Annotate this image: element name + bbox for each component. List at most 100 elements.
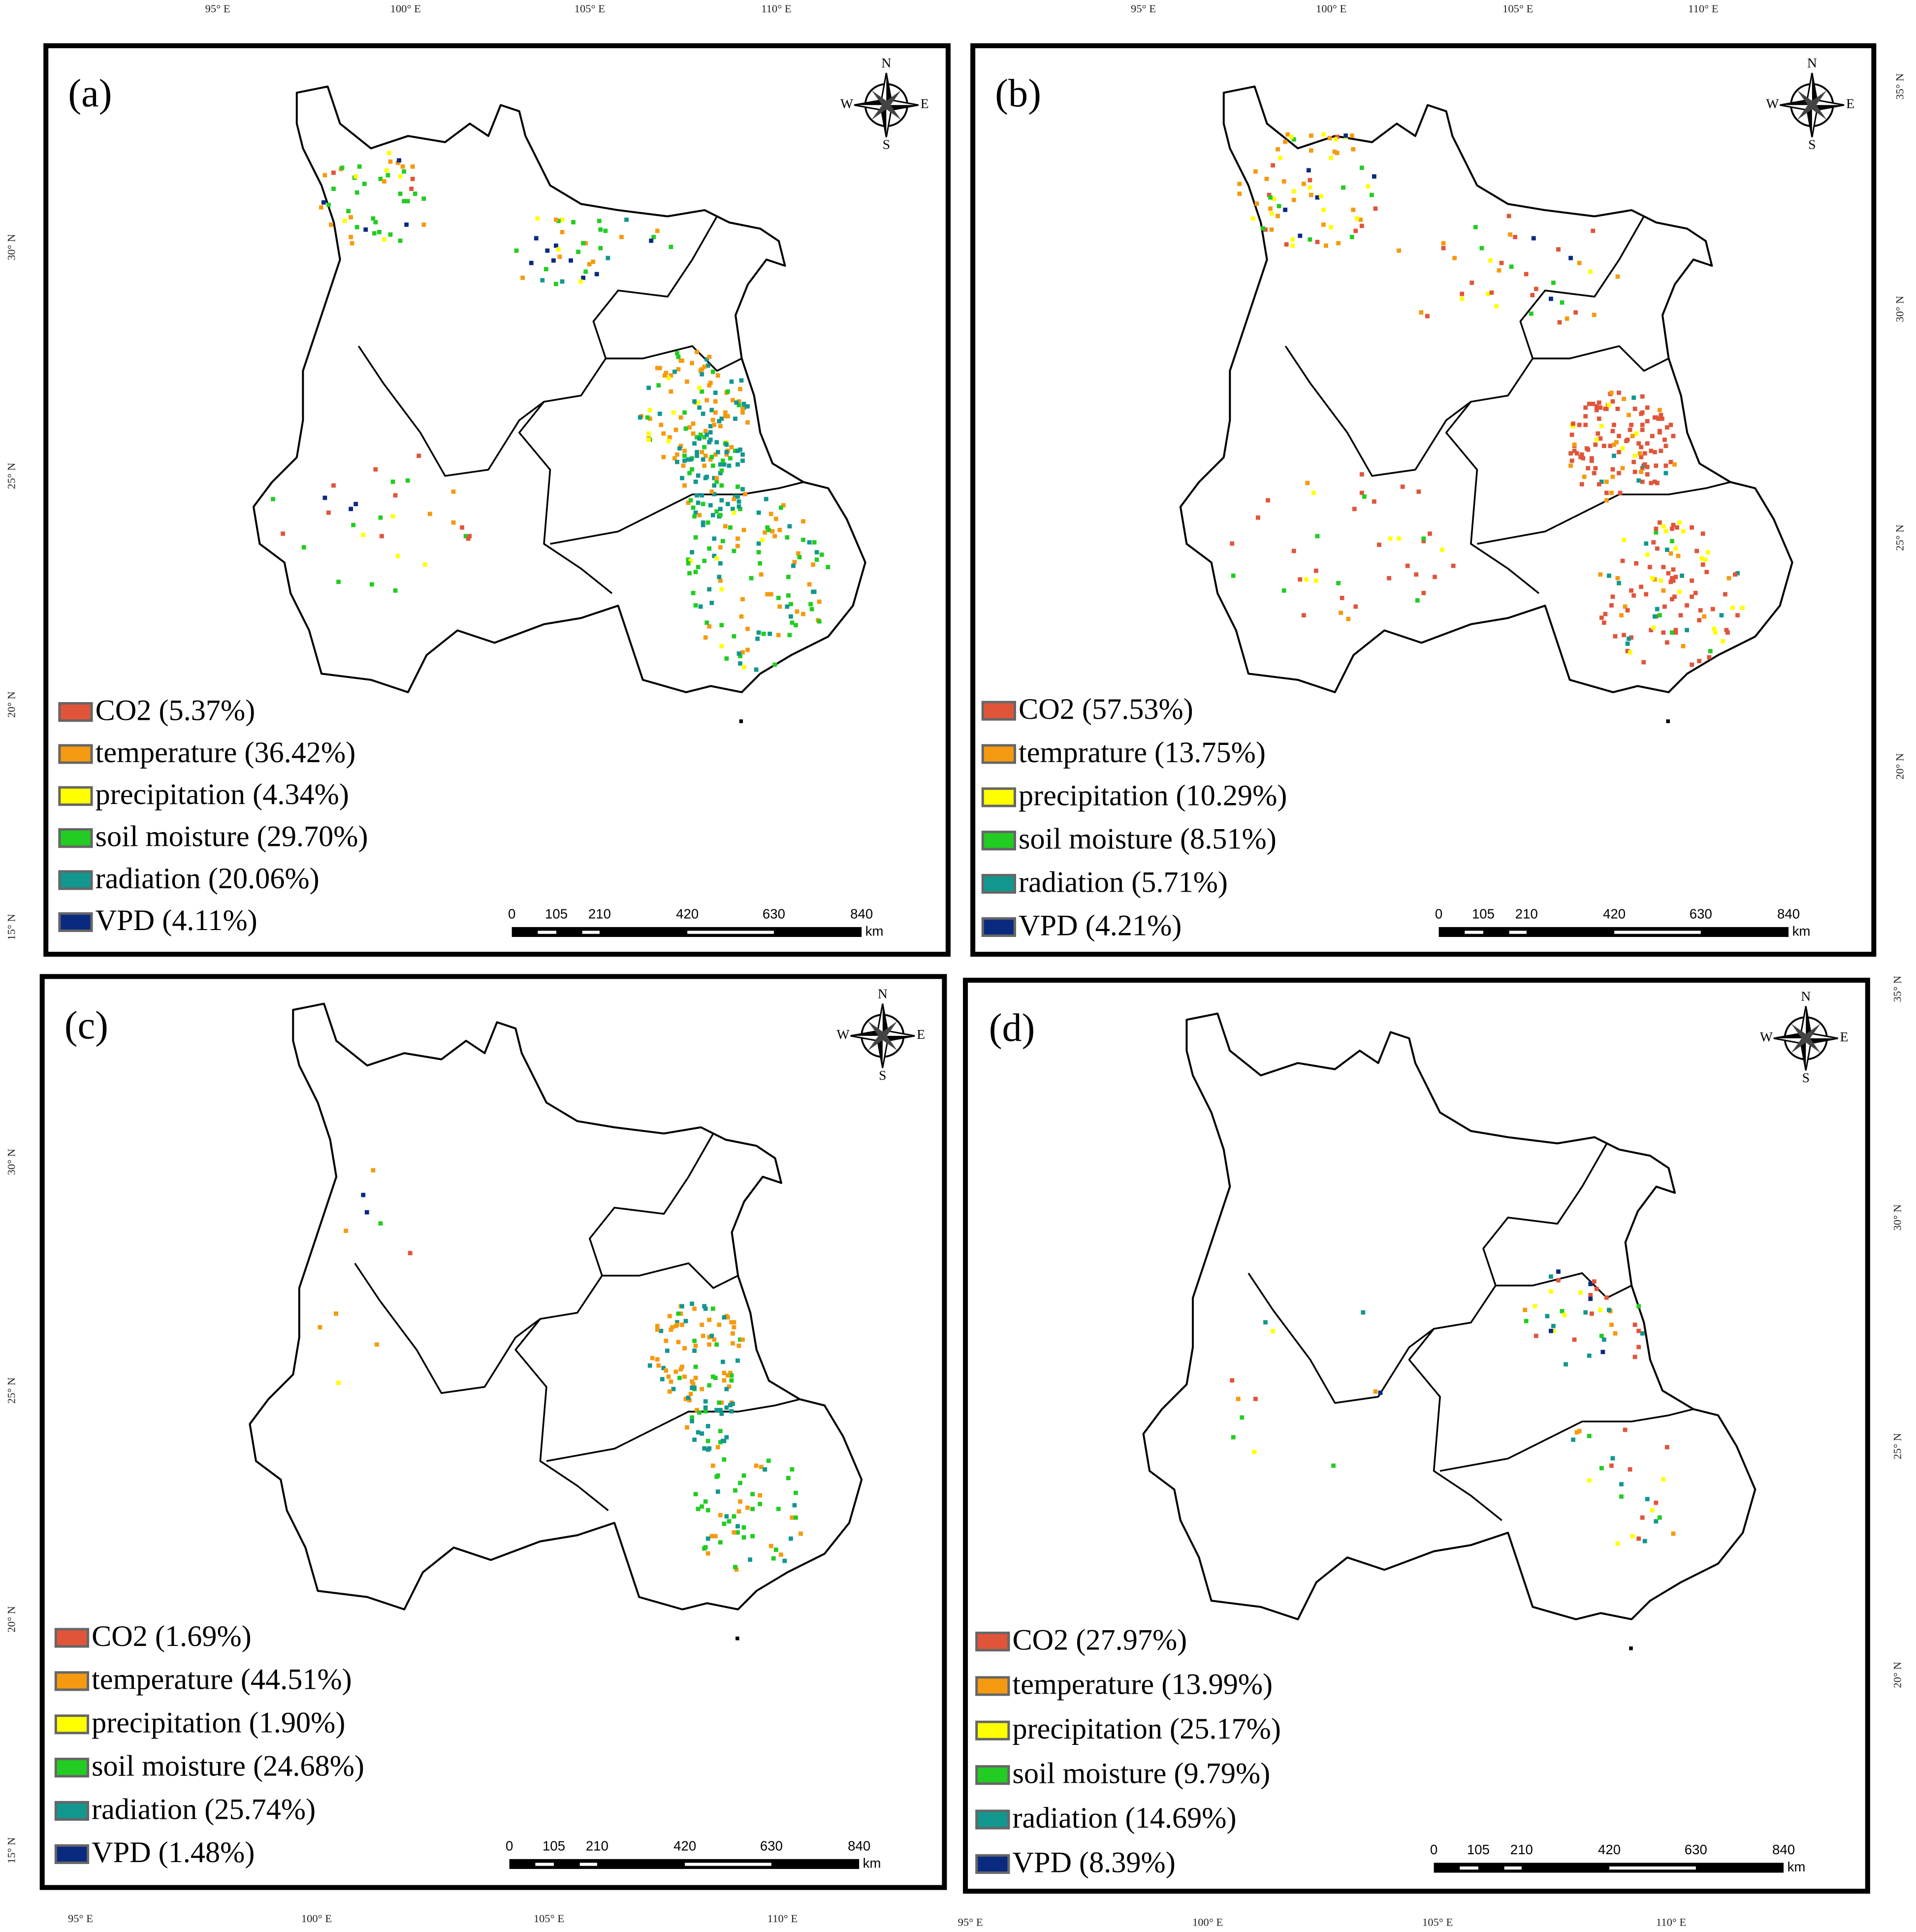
- pixel: [1572, 1337, 1577, 1342]
- pixel: [792, 1503, 797, 1508]
- pixel: [405, 199, 410, 203]
- pixel: [722, 1371, 727, 1375]
- pixel: [1671, 522, 1676, 527]
- pixel: [1361, 1310, 1366, 1315]
- pixel: [1291, 137, 1296, 142]
- pixel: [1451, 563, 1456, 568]
- compass: N S W E: [1766, 55, 1854, 152]
- pixel: [1414, 572, 1419, 577]
- pixel: [738, 1481, 742, 1485]
- pixel: [707, 354, 712, 359]
- pixel: [554, 282, 558, 287]
- pixel: [1571, 1437, 1576, 1442]
- pixel: [402, 199, 407, 203]
- pixel: [710, 418, 715, 422]
- latitude-label: 30° N: [1894, 296, 1906, 322]
- pixel: [702, 1304, 707, 1309]
- pixel: [1372, 499, 1376, 504]
- pixel: [708, 424, 713, 428]
- pixel: [688, 558, 693, 563]
- pixel: [1690, 578, 1694, 583]
- pixel: [1710, 607, 1715, 612]
- pixel: [680, 1364, 684, 1369]
- pixel: [733, 1565, 737, 1570]
- pixel: [719, 468, 724, 473]
- pixel: [696, 565, 701, 570]
- pixel: [382, 237, 386, 242]
- pixel: [719, 623, 724, 628]
- pixel: [1602, 620, 1606, 625]
- pixel: [1640, 394, 1645, 399]
- pixel: [693, 603, 698, 608]
- pixel: [1677, 520, 1682, 525]
- pixel: [1276, 214, 1280, 219]
- pixel: [466, 536, 471, 541]
- panel-label: (a): [68, 71, 112, 115]
- latitude-label: 35° N: [1894, 73, 1906, 100]
- pixel: [678, 1367, 683, 1372]
- scale-label: 0: [508, 906, 515, 921]
- pixel: [557, 255, 562, 259]
- pixel: [729, 445, 734, 450]
- compass-letter: W: [1760, 1029, 1773, 1044]
- pixel: [765, 525, 770, 530]
- pixel: [686, 1395, 691, 1400]
- pixel: [322, 173, 327, 178]
- pixel: [671, 1386, 676, 1391]
- pixel: [693, 1492, 698, 1497]
- pixel: [733, 449, 737, 453]
- pixel: [1603, 406, 1608, 411]
- pixel: [736, 1343, 741, 1348]
- pixel: [814, 550, 819, 554]
- legend-swatch: [58, 870, 93, 890]
- pixel: [703, 1405, 708, 1410]
- pixel: [598, 227, 603, 232]
- latitude-label: 20° N: [1891, 1662, 1904, 1688]
- pixel: [704, 475, 709, 479]
- pixel: [1700, 562, 1705, 567]
- pixel: [554, 243, 558, 248]
- pixel: [1290, 237, 1295, 242]
- pixel: [673, 427, 678, 432]
- pixel: [692, 514, 697, 519]
- pixel: [1656, 417, 1661, 421]
- pixel: [789, 1536, 793, 1541]
- pixel: [377, 229, 382, 234]
- pixel: [691, 421, 696, 426]
- pixel: [1488, 258, 1493, 263]
- pixel: [1599, 1466, 1604, 1471]
- pixel: [1705, 550, 1710, 554]
- pixel: [703, 1399, 708, 1404]
- pixel: [1620, 466, 1625, 471]
- pixel: [1704, 570, 1709, 575]
- pixel: [1377, 543, 1381, 547]
- pixel: [390, 514, 395, 519]
- pixel: [687, 471, 692, 476]
- pixel: [1672, 462, 1677, 467]
- pixel: [1661, 565, 1666, 570]
- pixel: [677, 1376, 682, 1381]
- pixel: [722, 1378, 727, 1383]
- pixel: [741, 1535, 746, 1540]
- compass-letter: N: [1807, 55, 1817, 70]
- pixel: [1598, 572, 1603, 577]
- pixel: [1545, 1314, 1550, 1319]
- pixel: [740, 458, 745, 463]
- pixel: [703, 429, 708, 433]
- pixel: [801, 612, 805, 616]
- pixel: [1639, 584, 1644, 589]
- pixel: [722, 462, 727, 467]
- pixel: [668, 1314, 672, 1319]
- pixel: [1587, 401, 1592, 406]
- pixel: [781, 503, 786, 508]
- pixel: [1591, 228, 1596, 233]
- pixel: [1610, 594, 1615, 599]
- pixel: [678, 444, 683, 449]
- compass-rose: [1773, 1005, 1839, 1072]
- pixel: [393, 493, 398, 498]
- pixel: [1663, 471, 1668, 476]
- pixel: [1291, 197, 1296, 202]
- pixel: [1617, 390, 1621, 395]
- pixel: [322, 495, 327, 500]
- pixel: [1697, 659, 1702, 663]
